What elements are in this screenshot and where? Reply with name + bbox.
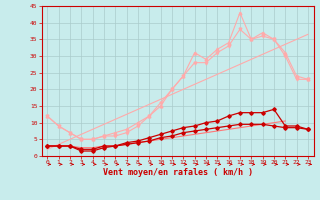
X-axis label: Vent moyen/en rafales ( km/h ): Vent moyen/en rafales ( km/h ) [103, 168, 252, 177]
